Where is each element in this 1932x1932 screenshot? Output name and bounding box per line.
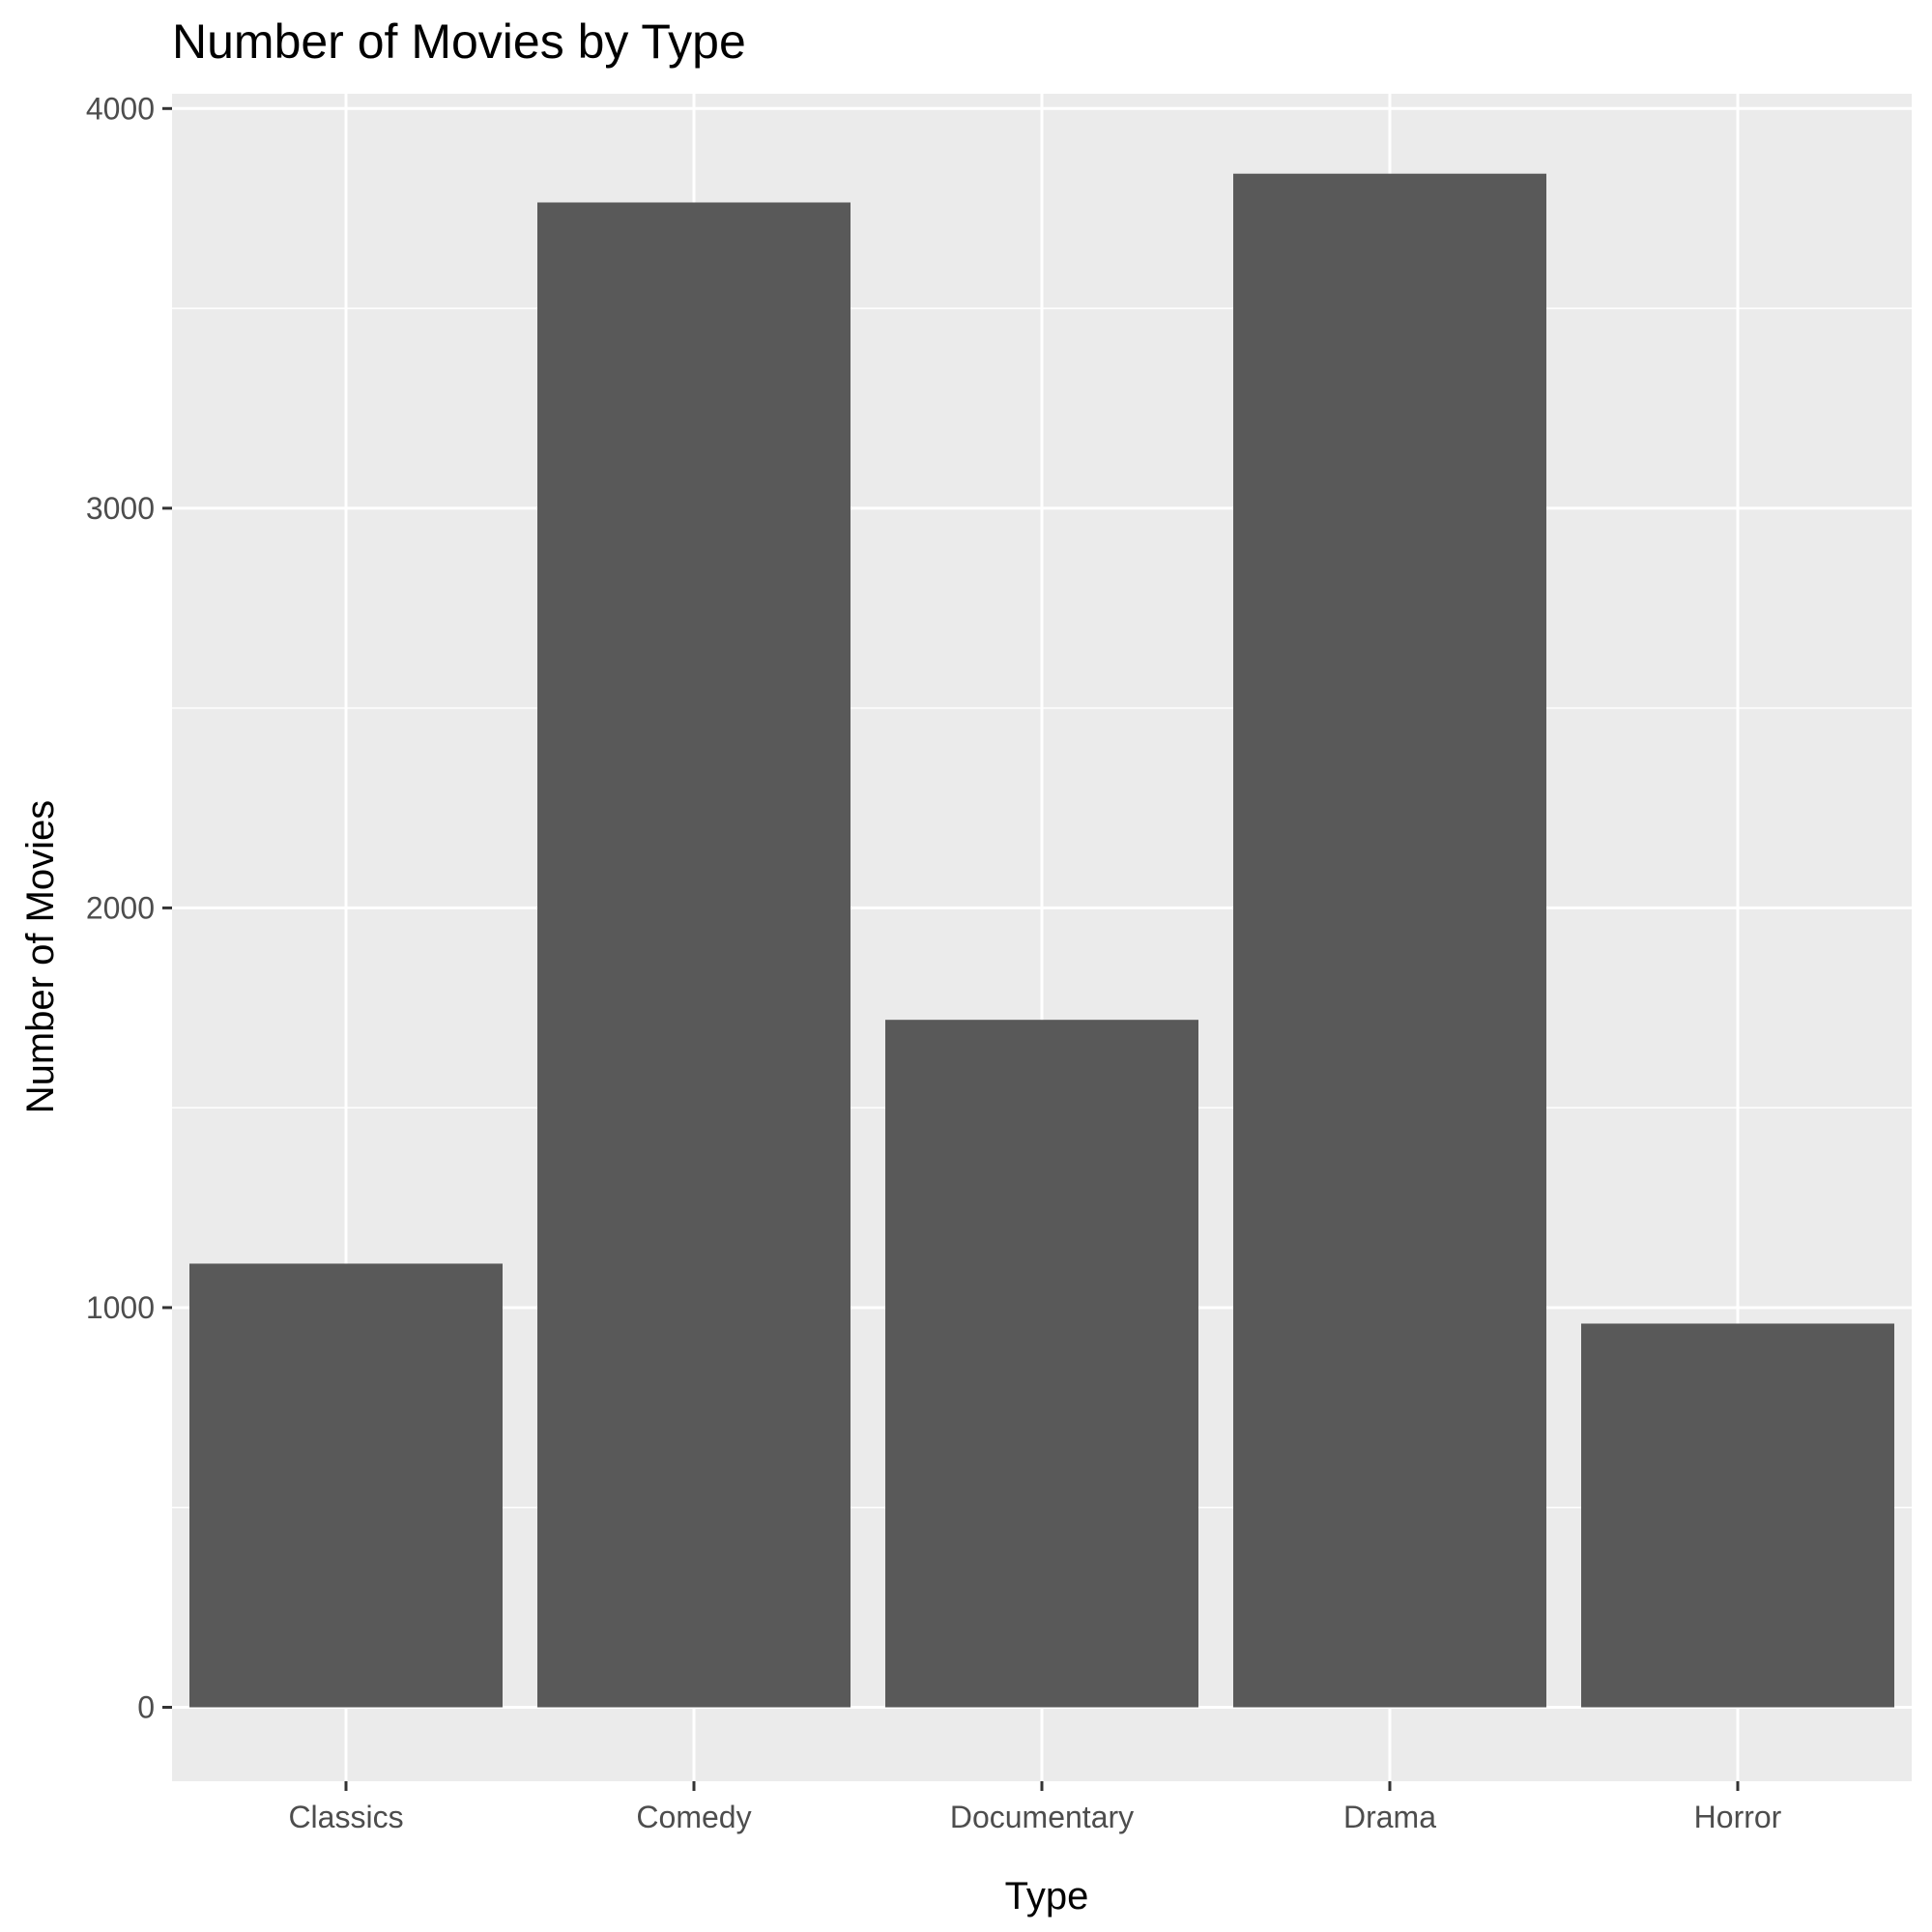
x-tick-label: Comedy bbox=[636, 1800, 751, 1834]
bar-horror bbox=[1581, 1323, 1894, 1708]
bars bbox=[189, 173, 1894, 1708]
x-tick-label: Classics bbox=[288, 1800, 403, 1834]
y-tick-label: 4000 bbox=[86, 91, 155, 126]
x-tick-label: Documentary bbox=[950, 1800, 1134, 1834]
y-tick-label: 2000 bbox=[86, 890, 155, 925]
y-axis-title: Number of Movies bbox=[19, 800, 62, 1114]
x-tick-label: Drama bbox=[1343, 1800, 1436, 1834]
bar-drama bbox=[1233, 173, 1546, 1708]
bar-comedy bbox=[537, 202, 851, 1708]
x-tick-label: Horror bbox=[1694, 1800, 1782, 1834]
bar-documentary bbox=[885, 1020, 1198, 1708]
y-tick-label: 0 bbox=[137, 1689, 155, 1724]
y-tick-label: 1000 bbox=[86, 1290, 155, 1325]
bar-classics bbox=[189, 1263, 503, 1708]
x-axis: Classics Comedy Documentary Drama Horror bbox=[288, 1781, 1782, 1834]
y-axis: 0 1000 2000 3000 4000 bbox=[86, 91, 172, 1724]
chart-title: Number of Movies by Type bbox=[172, 14, 746, 69]
x-axis-title: Type bbox=[1005, 1875, 1089, 1918]
y-tick-label: 3000 bbox=[86, 491, 155, 526]
